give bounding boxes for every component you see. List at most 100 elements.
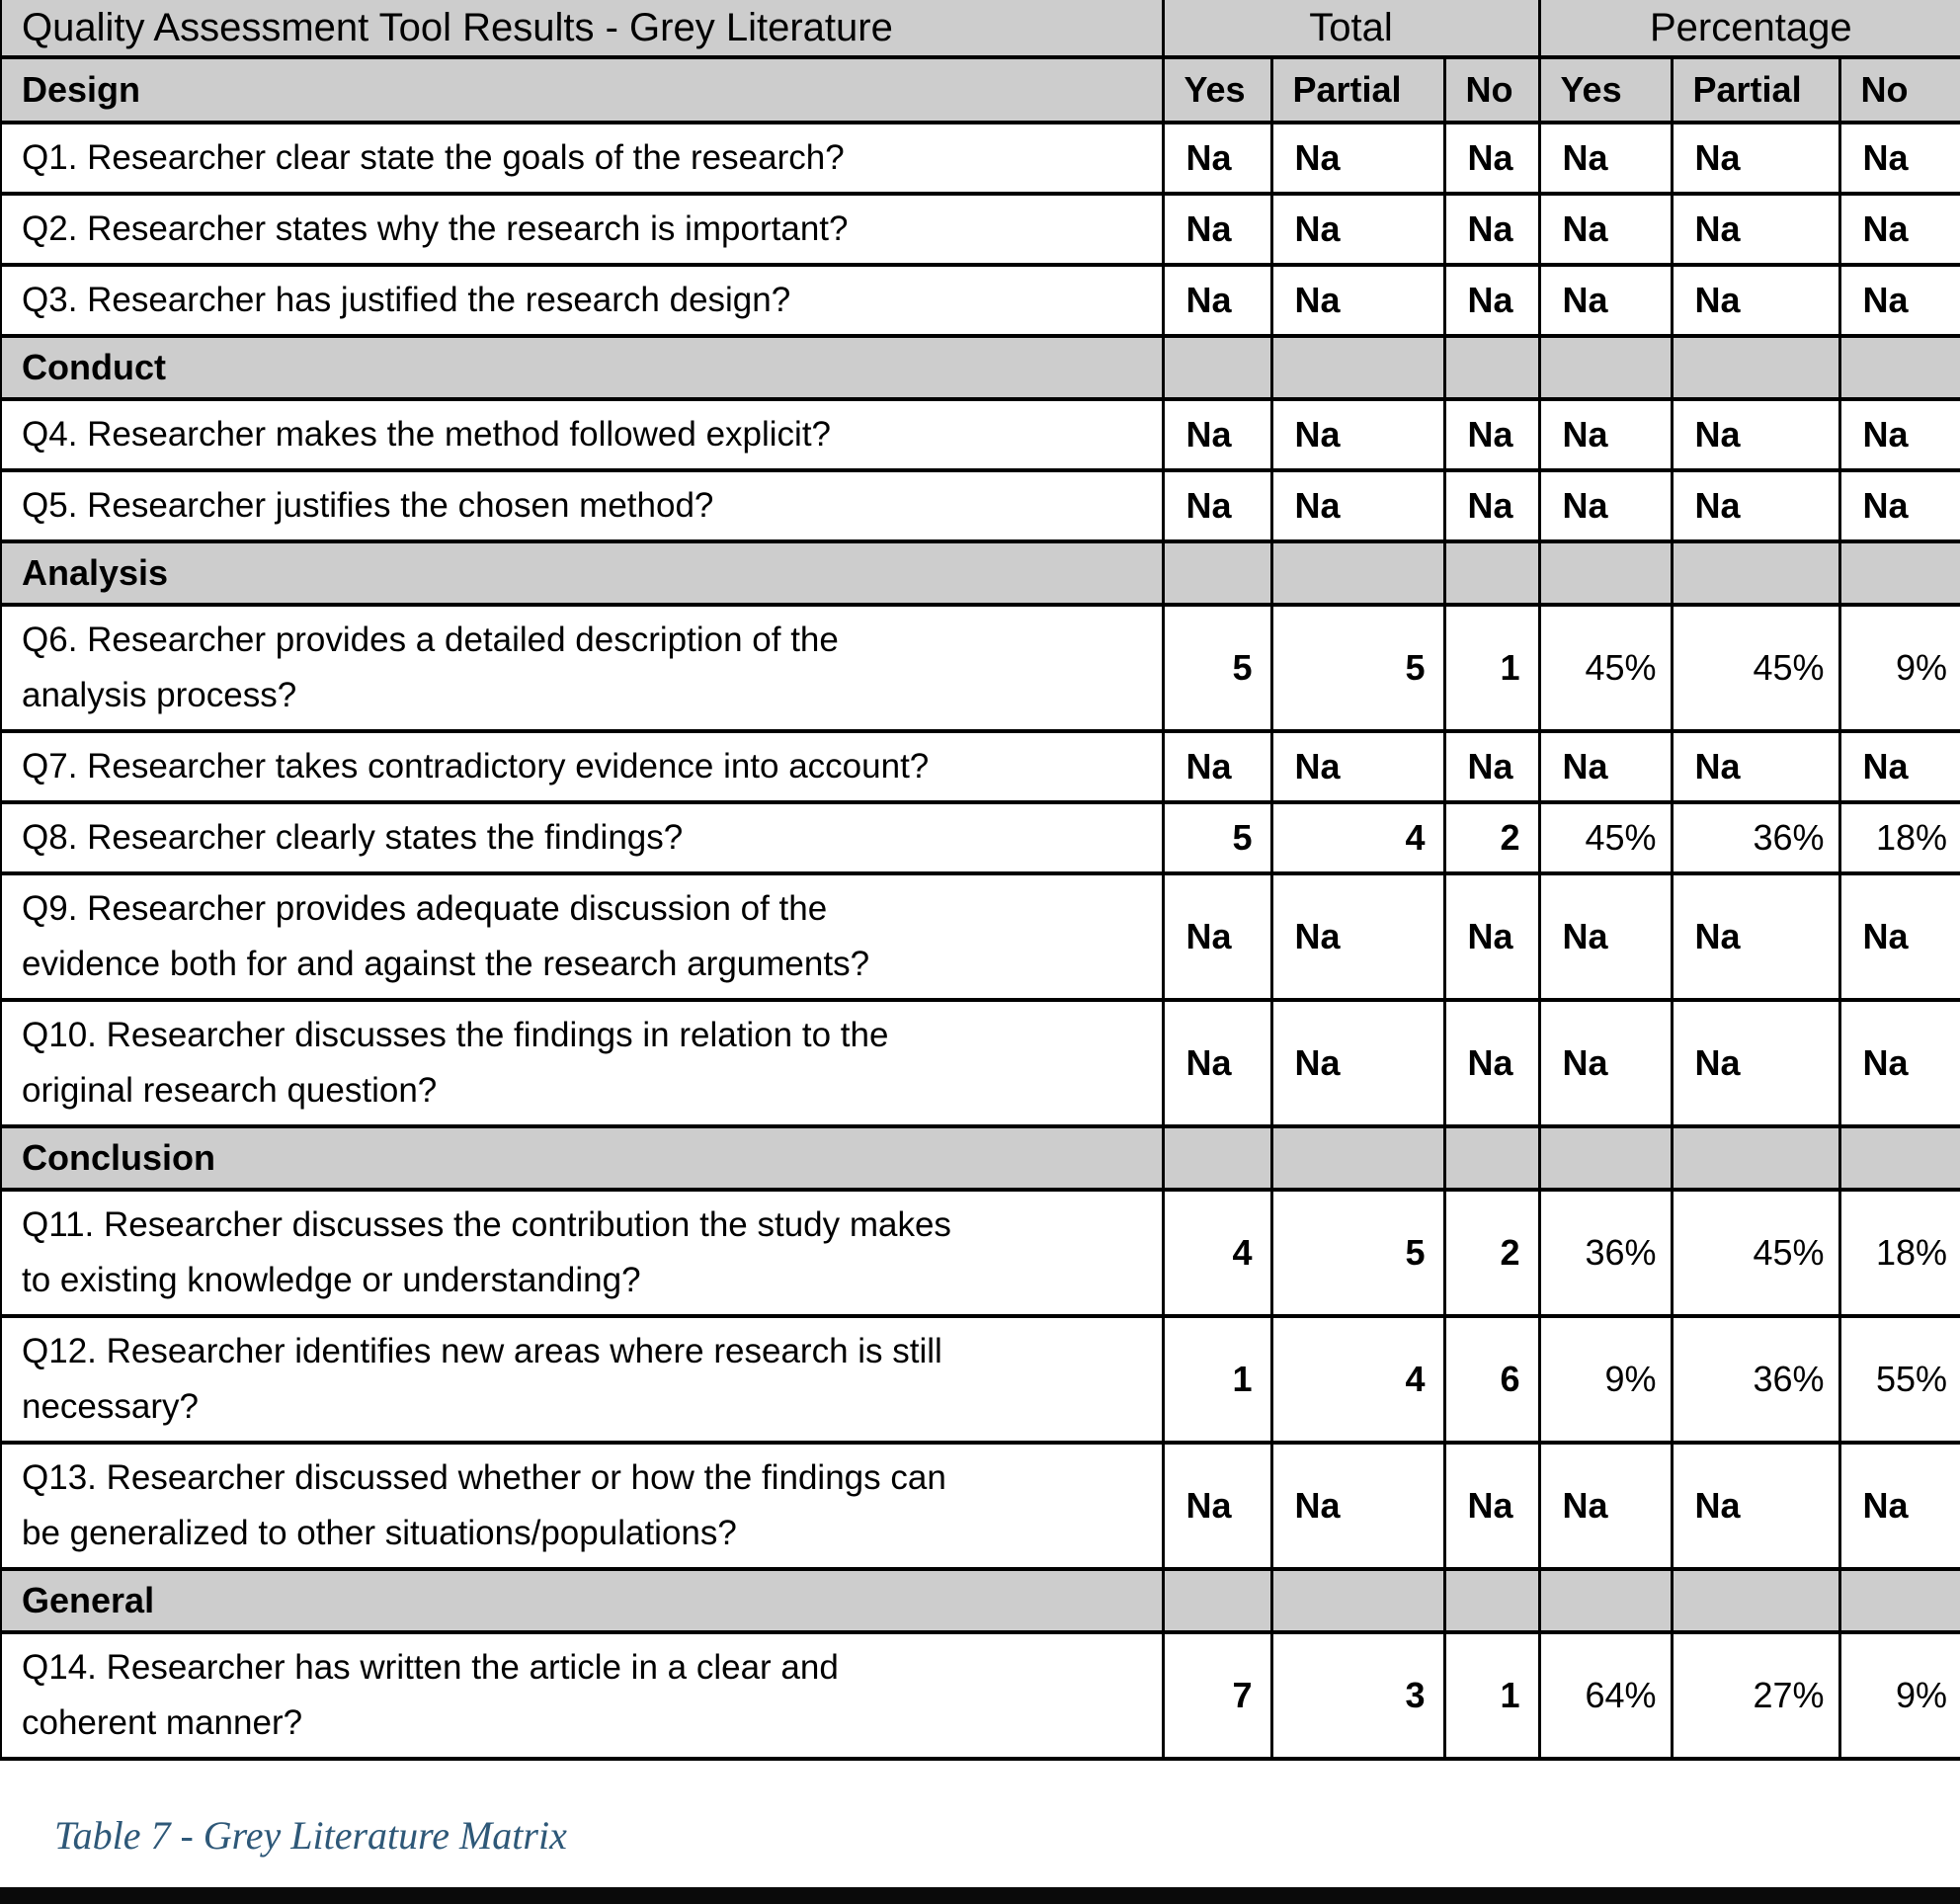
- question-row: Q8. Researcher clearly states the findin…: [0, 800, 1960, 875]
- section-label: Conclusion: [0, 1124, 1165, 1192]
- section-row: Conduct: [0, 334, 1960, 401]
- value-cell-total: 1: [1161, 1314, 1273, 1445]
- percentage-group-header: Percentage: [1537, 0, 1960, 59]
- section-label: Conduct: [0, 334, 1165, 401]
- question-row: Q7. Researcher takes contradictory evide…: [0, 729, 1960, 804]
- value-cell-na: Na: [1442, 871, 1541, 1002]
- section-empty-cell: [1161, 334, 1273, 401]
- value-cell-percentage: 45%: [1670, 603, 1841, 733]
- section-empty-cell: [1442, 1124, 1541, 1192]
- value-cell-percentage: 9%: [1537, 1314, 1674, 1445]
- question-text: Q13. Researcher discussed whether or how…: [0, 1441, 1165, 1571]
- question-text: Q6. Researcher provides a detailed descr…: [0, 603, 1165, 733]
- question-row: Q13. Researcher discussed whether or how…: [0, 1441, 1960, 1571]
- value-cell-total: 1: [1442, 603, 1541, 733]
- question-text: Q12. Researcher identifies new areas whe…: [0, 1314, 1165, 1445]
- value-cell-na: Na: [1269, 871, 1446, 1002]
- section-empty-cell: [1442, 1567, 1541, 1634]
- question-text: Q9. Researcher provides adequate discuss…: [0, 871, 1165, 1002]
- value-cell-na: Na: [1537, 729, 1674, 804]
- question-row: Q3. Researcher has justified the researc…: [0, 263, 1960, 338]
- question-text: Q1. Researcher clear state the goals of …: [0, 123, 1165, 196]
- value-cell-na: Na: [1442, 123, 1541, 196]
- value-cell-na: Na: [1537, 123, 1674, 196]
- value-cell-na: Na: [1537, 192, 1674, 267]
- question-row: Q10. Researcher discusses the findings i…: [0, 998, 1960, 1128]
- value-cell-na: Na: [1670, 123, 1841, 196]
- value-cell-percentage: 64%: [1537, 1630, 1674, 1761]
- value-cell-na: Na: [1161, 123, 1273, 196]
- value-cell-percentage: 9%: [1838, 603, 1960, 733]
- value-cell-na: Na: [1161, 871, 1273, 1002]
- section-empty-cell: [1537, 539, 1674, 607]
- value-cell-na: Na: [1442, 729, 1541, 804]
- section-empty-cell: [1442, 539, 1541, 607]
- total-group-header: Total: [1161, 0, 1541, 59]
- value-cell-percentage: 36%: [1537, 1188, 1674, 1318]
- section-empty-cell: [1161, 539, 1273, 607]
- value-cell-na: Na: [1269, 263, 1446, 338]
- section-empty-cell: [1670, 334, 1841, 401]
- value-cell-na: Na: [1161, 1441, 1273, 1571]
- value-cell-percentage: 45%: [1670, 1188, 1841, 1318]
- section-empty-cell: [1537, 1124, 1674, 1192]
- question-text: Q10. Researcher discusses the findings i…: [0, 998, 1165, 1128]
- section-empty-cell: [1838, 1567, 1960, 1634]
- value-cell-total: 5: [1269, 603, 1446, 733]
- value-cell-na: Na: [1537, 998, 1674, 1128]
- section-row: Analysis: [0, 539, 1960, 607]
- value-cell-na: Na: [1537, 397, 1674, 472]
- section-row: General: [0, 1567, 1960, 1634]
- value-cell-na: Na: [1838, 998, 1960, 1128]
- value-cell-percentage: 55%: [1838, 1314, 1960, 1445]
- table-header-row-groups: Quality Assessment Tool Results - Grey L…: [0, 0, 1960, 59]
- value-cell-percentage: 18%: [1838, 800, 1960, 875]
- page-bottom-bar: [0, 1887, 1960, 1904]
- section-empty-cell: [1670, 539, 1841, 607]
- value-cell-total: 5: [1161, 603, 1273, 733]
- column-header-total-no: No: [1442, 55, 1541, 124]
- value-cell-na: Na: [1670, 397, 1841, 472]
- value-cell-na: Na: [1161, 729, 1273, 804]
- section-empty-cell: [1269, 1124, 1446, 1192]
- value-cell-na: Na: [1838, 397, 1960, 472]
- value-cell-percentage: 27%: [1670, 1630, 1841, 1761]
- section-empty-cell: [1161, 1124, 1273, 1192]
- question-row: Q6. Researcher provides a detailed descr…: [0, 603, 1960, 733]
- question-text: Q2. Researcher states why the research i…: [0, 192, 1165, 267]
- value-cell-total: 2: [1442, 800, 1541, 875]
- value-cell-na: Na: [1838, 123, 1960, 196]
- value-cell-na: Na: [1838, 871, 1960, 1002]
- value-cell-total: 3: [1269, 1630, 1446, 1761]
- section-empty-cell: [1670, 1567, 1841, 1634]
- value-cell-na: Na: [1537, 1441, 1674, 1571]
- value-cell-total: 4: [1269, 800, 1446, 875]
- question-text: Q3. Researcher has justified the researc…: [0, 263, 1165, 338]
- table-caption: Table 7 - Grey Literature Matrix: [54, 1813, 567, 1858]
- column-header-percentage-yes: Yes: [1537, 55, 1674, 124]
- value-cell-total: 6: [1442, 1314, 1541, 1445]
- value-cell-na: Na: [1670, 998, 1841, 1128]
- table-header-row-columns: Design Yes Partial No Yes Partial No: [0, 55, 1960, 124]
- question-row: Q12. Researcher identifies new areas whe…: [0, 1314, 1960, 1445]
- value-cell-na: Na: [1838, 263, 1960, 338]
- value-cell-na: Na: [1838, 468, 1960, 543]
- value-cell-percentage: 18%: [1838, 1188, 1960, 1318]
- value-cell-na: Na: [1670, 871, 1841, 1002]
- question-text: Q14. Researcher has written the article …: [0, 1630, 1165, 1761]
- question-text: Q4. Researcher makes the method followed…: [0, 397, 1165, 472]
- section-empty-cell: [1269, 1567, 1446, 1634]
- value-cell-na: Na: [1670, 729, 1841, 804]
- question-text: Q5. Researcher justifies the chosen meth…: [0, 468, 1165, 543]
- column-header-percentage-no: No: [1838, 55, 1960, 124]
- section-empty-cell: [1670, 1124, 1841, 1192]
- quality-assessment-table: Quality Assessment Tool Results - Grey L…: [0, 0, 1960, 1761]
- value-cell-na: Na: [1161, 397, 1273, 472]
- question-text: Q8. Researcher clearly states the findin…: [0, 800, 1165, 875]
- section-empty-cell: [1269, 539, 1446, 607]
- value-cell-na: Na: [1161, 468, 1273, 543]
- value-cell-total: 7: [1161, 1630, 1273, 1761]
- value-cell-na: Na: [1442, 263, 1541, 338]
- section-label: Analysis: [0, 539, 1165, 607]
- section-empty-cell: [1442, 334, 1541, 401]
